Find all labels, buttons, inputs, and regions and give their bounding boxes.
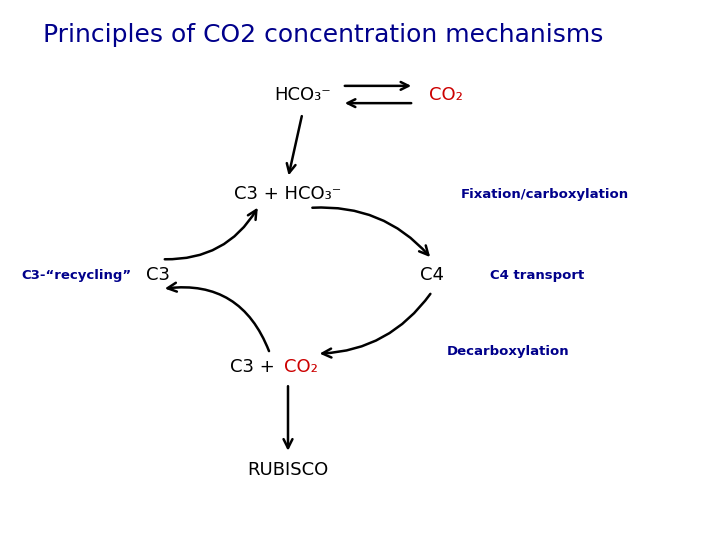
Text: C3: C3 — [146, 266, 171, 285]
Text: C3 +: C3 + — [230, 358, 281, 376]
Text: C3-“recycling”: C3-“recycling” — [22, 269, 132, 282]
Text: RUBISCO: RUBISCO — [248, 461, 328, 479]
Text: Fixation/carboxylation: Fixation/carboxylation — [461, 188, 629, 201]
Text: C3 + HCO₃⁻: C3 + HCO₃⁻ — [235, 185, 341, 204]
Text: HCO₃⁻: HCO₃⁻ — [274, 85, 330, 104]
Text: CO₂: CO₂ — [284, 358, 318, 376]
Text: C4: C4 — [420, 266, 444, 285]
Text: CO₂: CO₂ — [429, 85, 464, 104]
Text: Decarboxylation: Decarboxylation — [446, 345, 569, 357]
Text: Principles of CO2 concentration mechanisms: Principles of CO2 concentration mechanis… — [43, 23, 603, 47]
Text: C4 transport: C4 transport — [490, 269, 584, 282]
